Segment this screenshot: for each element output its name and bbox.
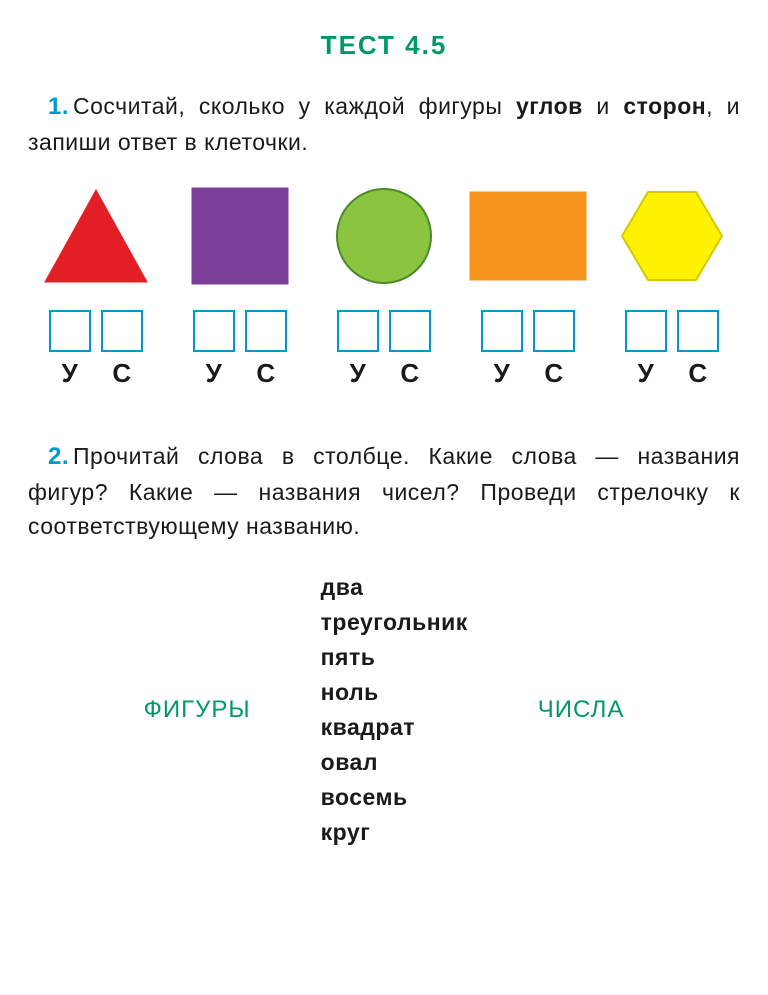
answer-box[interactable]	[193, 310, 235, 352]
answer-box[interactable]	[677, 310, 719, 352]
word-item[interactable]: треугольник	[321, 609, 468, 636]
square-shape	[176, 182, 304, 290]
box-label: С	[245, 358, 287, 389]
answer-box[interactable]	[389, 310, 431, 352]
box-label: У	[193, 358, 235, 389]
box-label: У	[337, 358, 379, 389]
box-labels: УС	[49, 358, 143, 389]
answer-boxes	[49, 310, 143, 352]
shape-cell: УС	[464, 182, 592, 389]
page-title: ТЕСТ 4.5	[28, 30, 740, 61]
word-item[interactable]: восемь	[321, 784, 408, 811]
box-label: У	[481, 358, 523, 389]
shape-cell: УС	[176, 182, 304, 389]
answer-box[interactable]	[625, 310, 667, 352]
word-item[interactable]: пять	[321, 644, 376, 671]
q1-number: 1.	[48, 93, 69, 120]
q1-bold-1: уг­лов	[516, 93, 583, 119]
q1-bold-2: сторон	[623, 93, 706, 119]
box-label: С	[101, 358, 143, 389]
word-item[interactable]: ноль	[321, 679, 379, 706]
word-item[interactable]: круг	[321, 819, 371, 846]
hexagon-shape	[608, 182, 736, 290]
q1-text-1: Сосчитай, сколько у каждой фигуры	[73, 93, 516, 119]
answer-boxes	[193, 310, 287, 352]
question-2: 2.Прочитай слова в столбце. Какие сло­ва…	[28, 439, 740, 544]
answer-boxes	[337, 310, 431, 352]
shape-cell: УС	[608, 182, 736, 389]
answer-box[interactable]	[245, 310, 287, 352]
box-labels: УС	[481, 358, 575, 389]
box-label: С	[533, 358, 575, 389]
right-category: ЧИСЛА	[538, 696, 625, 724]
box-labels: УС	[193, 358, 287, 389]
q1-text-2: и	[583, 93, 624, 119]
shape-cell: УС	[32, 182, 160, 389]
circle-shape	[320, 182, 448, 290]
q2-text: Прочитай слова в столбце. Какие сло­ва —…	[28, 443, 740, 540]
matching-area: ФИГУРЫ два треугольник пять ноль квадрат овал…	[28, 574, 740, 846]
box-label: У	[625, 358, 667, 389]
q2-number: 2.	[48, 443, 69, 470]
triangle-shape	[32, 182, 160, 290]
box-labels: УС	[625, 358, 719, 389]
words-column: два треугольник пять ноль квадрат овал восемь к…	[321, 574, 468, 846]
answer-boxes	[481, 310, 575, 352]
box-label: У	[49, 358, 91, 389]
answer-boxes	[625, 310, 719, 352]
box-labels: УС	[337, 358, 431, 389]
left-category: ФИГУРЫ	[144, 696, 251, 724]
answer-box[interactable]	[101, 310, 143, 352]
word-item[interactable]: овал	[321, 749, 378, 776]
question-1: 1.Сосчитай, сколько у каждой фигуры уг­л…	[28, 89, 740, 160]
answer-box[interactable]	[49, 310, 91, 352]
word-item[interactable]: два	[321, 574, 364, 601]
answer-box[interactable]	[481, 310, 523, 352]
box-label: С	[677, 358, 719, 389]
box-label: С	[389, 358, 431, 389]
answer-box[interactable]	[337, 310, 379, 352]
shapes-row: УСУСУСУСУС	[28, 182, 740, 389]
answer-box[interactable]	[533, 310, 575, 352]
shape-cell: УС	[320, 182, 448, 389]
word-item[interactable]: квадрат	[321, 714, 415, 741]
rectangle-shape	[464, 182, 592, 290]
